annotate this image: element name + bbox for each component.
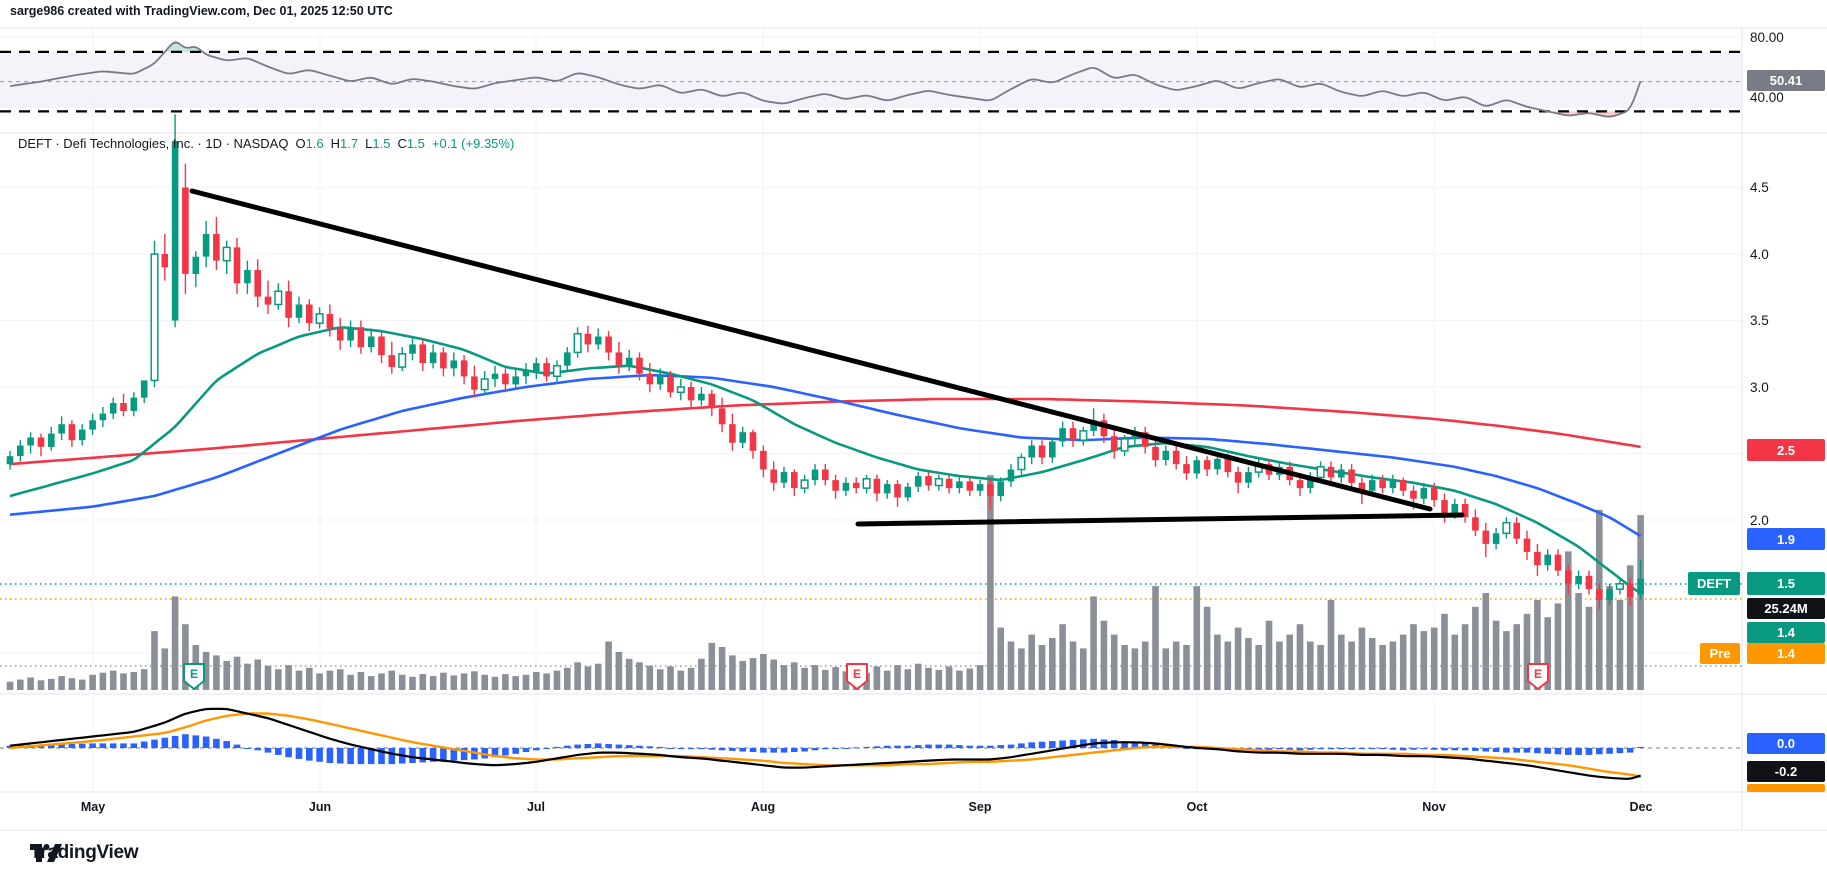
time-axis[interactable] bbox=[0, 792, 1742, 828]
time-axis-label-aug: Aug bbox=[750, 800, 776, 814]
svg-text:E: E bbox=[190, 667, 198, 681]
attribution-text: sarge986 created with TradingView.com, D… bbox=[10, 4, 393, 18]
price-axis[interactable] bbox=[1742, 28, 1827, 792]
ma-slow-badge: 2.5 bbox=[1747, 439, 1825, 461]
price-axis-label: 4.5 bbox=[1750, 180, 1769, 195]
time-axis-label-sep: Sep bbox=[968, 800, 992, 814]
time-axis-label-dec: Dec bbox=[1629, 800, 1653, 814]
rsi-axis-label: 40.00 bbox=[1750, 89, 1784, 105]
price-axis-label: 4.0 bbox=[1750, 246, 1769, 262]
price-axis-label: 3.5 bbox=[1750, 313, 1769, 328]
pre-price-badge: 1.4 bbox=[1747, 643, 1825, 664]
change-value: +0.1 (+9.35%) bbox=[431, 136, 515, 151]
volume-badge: 25.24M bbox=[1747, 598, 1825, 619]
pre-label-badge: Pre bbox=[1700, 643, 1740, 664]
close-label: C bbox=[397, 136, 407, 151]
rsi-axis-label: 80.00 bbox=[1750, 29, 1784, 45]
tradingview-logo-icon bbox=[30, 844, 62, 862]
price-axis-label: 3.0 bbox=[1750, 379, 1769, 395]
symbol-title: DEFT · Defi Technologies, Inc. · 1D · NA… bbox=[18, 136, 289, 151]
time-axis-label-jun: Jun bbox=[308, 800, 332, 814]
close-value: 1.5 bbox=[406, 136, 425, 151]
symbol-legend[interactable]: DEFT · Defi Technologies, Inc. · 1D · NA… bbox=[18, 136, 514, 151]
macd-hist-badge: 0.0 bbox=[1747, 733, 1825, 754]
symbol-price-badge: 1.5 bbox=[1747, 572, 1825, 595]
price-axis-label: 2.0 bbox=[1750, 512, 1769, 528]
ma-fast-badge: 1.4 bbox=[1747, 622, 1825, 643]
ma-mid-badge: 1.9 bbox=[1747, 528, 1825, 550]
symbol-label-badge: DEFT bbox=[1688, 572, 1740, 595]
open-label: O bbox=[295, 136, 306, 151]
time-axis-label-nov: Nov bbox=[1422, 800, 1446, 814]
open-value: 1.6 bbox=[305, 136, 324, 151]
time-axis-label-jul: Jul bbox=[526, 800, 546, 814]
time-axis-label-oct: Oct bbox=[1186, 800, 1208, 814]
time-axis-label-may: May bbox=[80, 800, 106, 814]
low-label: L bbox=[365, 136, 373, 151]
svg-text:E: E bbox=[853, 667, 861, 681]
macd-signal-badge bbox=[1747, 784, 1825, 792]
tradingview-logo[interactable]: TradingView bbox=[30, 842, 139, 864]
high-value: 1.7 bbox=[340, 136, 359, 151]
svg-text:E: E bbox=[1534, 667, 1542, 681]
low-value: 1.5 bbox=[372, 136, 391, 151]
high-label: H bbox=[330, 136, 341, 151]
rsi-value-badge: 50.41 bbox=[1747, 70, 1825, 91]
macd-line-badge: -0.2 bbox=[1747, 761, 1825, 782]
